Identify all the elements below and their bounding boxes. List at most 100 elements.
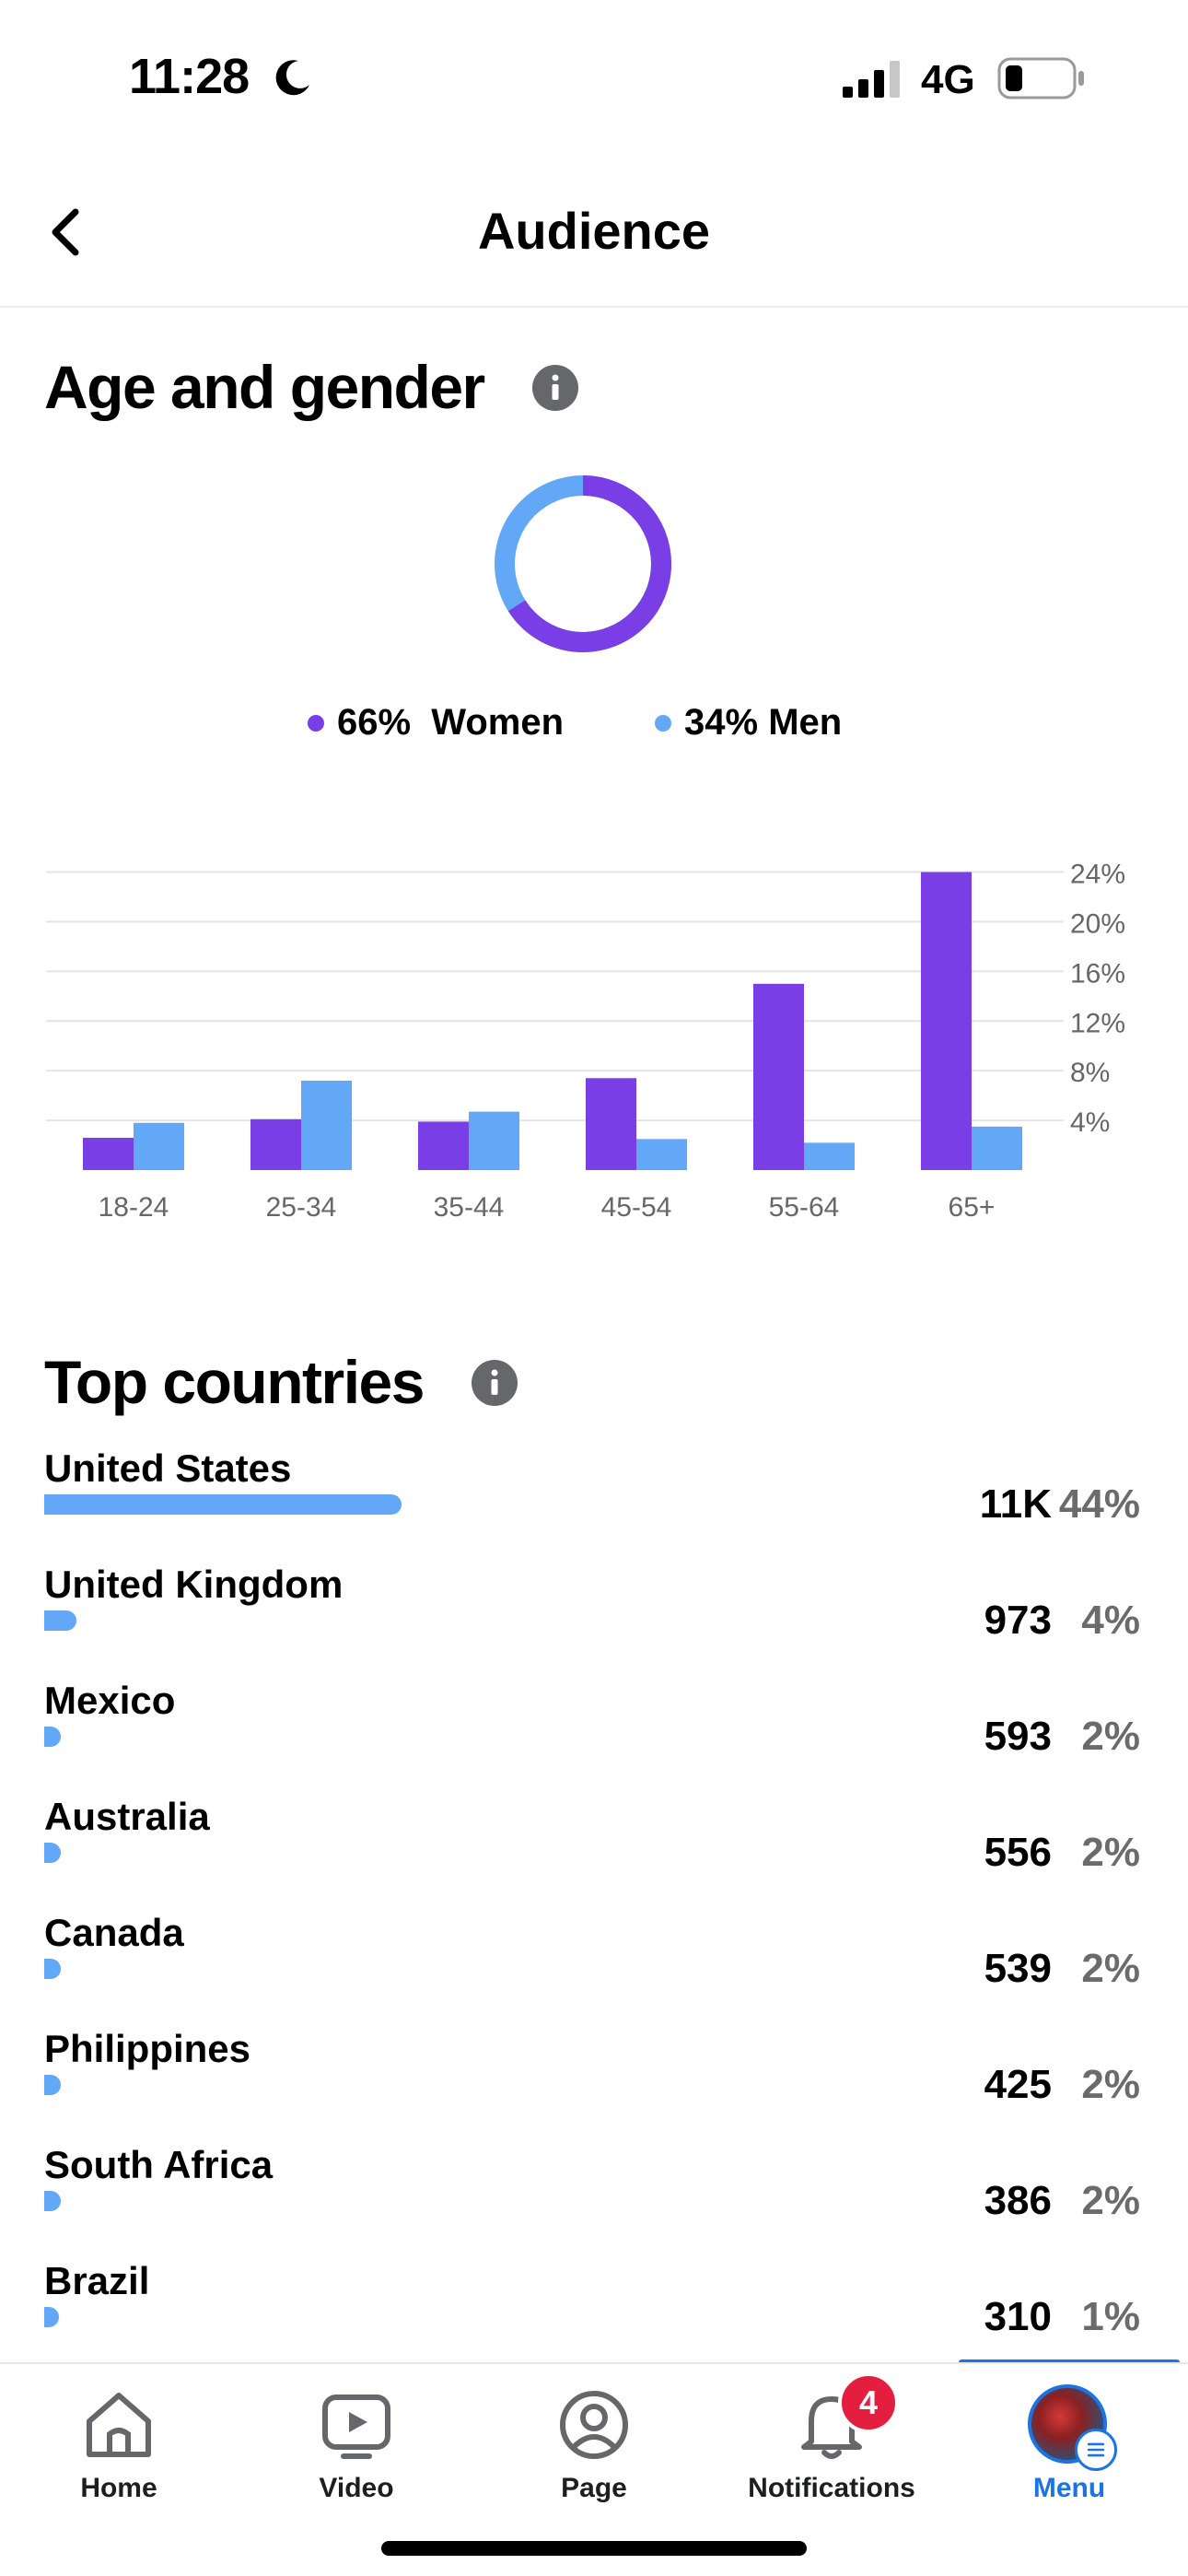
country-row: Philippines 425 2% xyxy=(0,2027,1188,2143)
bar-women-45-54 xyxy=(586,1078,636,1170)
legend-men: 34% Men xyxy=(655,702,842,744)
home-indicator xyxy=(381,2541,807,2556)
x-tick-label: 18-24 xyxy=(99,1192,169,1223)
country-pct: 2% xyxy=(1081,1946,1140,1991)
legend-dot-men xyxy=(655,714,671,732)
y-tick-label: 12% xyxy=(1070,1008,1125,1038)
bottom-tab-bar: Home Video Page Notifications Menu xyxy=(0,2362,1188,2576)
legend-women-pct: 66% xyxy=(337,702,412,743)
battery-icon xyxy=(997,57,1084,100)
x-tick-label: 45-54 xyxy=(601,1192,672,1223)
top-header: Audience xyxy=(0,157,1188,308)
home-icon xyxy=(87,2393,151,2457)
country-count: 11K xyxy=(979,1481,1052,1527)
legend-women-label: Women xyxy=(431,702,565,743)
country-count: 386 xyxy=(984,2178,1052,2223)
bar-women-65+ xyxy=(921,872,972,1170)
bar-men-18-24 xyxy=(134,1122,184,1170)
x-tick-label: 65+ xyxy=(949,1192,996,1223)
page-icon xyxy=(560,2391,628,2459)
country-pct: 4% xyxy=(1081,1598,1140,1643)
signal-icon xyxy=(843,61,900,98)
x-tick-label: 35-44 xyxy=(434,1192,505,1223)
country-count: 425 xyxy=(984,2062,1052,2107)
y-tick-label: 24% xyxy=(1070,860,1125,890)
country-row: Mexico 593 2% xyxy=(0,1679,1188,1795)
tab-notifications[interactable]: Notifications xyxy=(713,2364,950,2548)
bar-men-55-64 xyxy=(804,1142,855,1170)
bar-women-55-64 xyxy=(753,983,804,1170)
country-share-bar xyxy=(44,2307,59,2327)
country-name: Philippines xyxy=(44,2027,251,2070)
age-gender-title: Age and gender xyxy=(44,353,485,421)
country-share-bar xyxy=(44,2075,61,2095)
tab-notifications-label: Notifications xyxy=(748,2473,915,2503)
bar-men-25-34 xyxy=(301,1080,352,1170)
tab-page-label: Page xyxy=(561,2473,627,2503)
y-tick-label: 20% xyxy=(1070,908,1125,939)
country-row: South Africa 386 2% xyxy=(0,2143,1188,2259)
country-share-bar xyxy=(44,1959,61,1979)
legend-men-pct: 34% xyxy=(684,702,759,743)
bar-women-25-34 xyxy=(250,1118,301,1170)
country-name: South Africa xyxy=(44,2143,274,2186)
country-name: Brazil xyxy=(44,2259,150,2302)
tab-menu[interactable]: Menu xyxy=(950,2364,1188,2548)
legend-dot-women xyxy=(308,714,324,732)
back-arrow-icon[interactable] xyxy=(41,205,96,260)
x-tick-label: 25-34 xyxy=(266,1192,337,1223)
tab-menu-label: Menu xyxy=(1032,2473,1106,2503)
moon-icon xyxy=(275,60,309,96)
page-title: Audience xyxy=(477,202,711,260)
bar-women-35-44 xyxy=(418,1121,469,1170)
country-row: Australia 556 2% xyxy=(0,1795,1188,1911)
country-row: United States 11K 44% xyxy=(0,1446,1188,1563)
country-count: 973 xyxy=(984,1598,1052,1643)
bar-men-35-44 xyxy=(469,1111,519,1170)
x-tick-label: 55-64 xyxy=(769,1192,840,1223)
tab-page[interactable]: Page xyxy=(475,2364,713,2548)
gender-donut-chart xyxy=(495,475,671,652)
y-tick-label: 8% xyxy=(1070,1058,1110,1088)
country-name: Canada xyxy=(44,1911,184,1954)
network-label: 4G xyxy=(921,57,975,102)
country-count: 310 xyxy=(984,2294,1052,2339)
country-share-bar xyxy=(44,1494,402,1515)
country-name: United States xyxy=(44,1446,292,1490)
country-pct: 2% xyxy=(1081,1714,1140,1759)
country-share-bar xyxy=(44,1610,77,1631)
bar-men-65+ xyxy=(972,1126,1022,1170)
tab-video-label: Video xyxy=(319,2473,394,2503)
country-pct: 2% xyxy=(1081,2178,1140,2223)
y-tick-label: 16% xyxy=(1070,958,1125,989)
country-share-bar xyxy=(44,1727,61,1747)
country-count: 556 xyxy=(984,1830,1052,1875)
bar-men-45-54 xyxy=(636,1139,687,1170)
video-icon xyxy=(322,2395,390,2459)
info-icon[interactable] xyxy=(472,1360,518,1406)
country-share-bar xyxy=(44,1843,61,1863)
country-row: United Kingdom 973 4% xyxy=(0,1563,1188,1679)
country-pct: 2% xyxy=(1081,1830,1140,1875)
country-name: United Kingdom xyxy=(44,1563,344,1606)
y-tick-label: 4% xyxy=(1070,1107,1110,1138)
tab-home-label: Home xyxy=(80,2473,157,2503)
status-time: 11:28 xyxy=(129,49,250,104)
country-name: Australia xyxy=(44,1795,210,1838)
country-pct: 44% xyxy=(1058,1481,1140,1527)
legend-women: 66% Women xyxy=(308,702,564,744)
legend-men-label: Men xyxy=(768,702,843,743)
tab-video[interactable]: Video xyxy=(238,2364,475,2548)
notification-badge: 4 xyxy=(838,2372,899,2433)
country-pct: 2% xyxy=(1081,2062,1140,2107)
menu-lines-icon xyxy=(1075,2429,1117,2471)
country-name: Mexico xyxy=(44,1679,176,1722)
country-pct: 1% xyxy=(1081,2294,1140,2339)
country-row: Brazil 310 1% xyxy=(0,2259,1188,2375)
tab-home[interactable]: Home xyxy=(0,2364,238,2548)
status-bar: 11:28 4G xyxy=(0,0,1188,157)
country-share-bar xyxy=(44,2191,61,2211)
info-icon[interactable] xyxy=(532,365,578,411)
country-count: 539 xyxy=(984,1946,1052,1991)
bar-women-18-24 xyxy=(83,1137,134,1170)
